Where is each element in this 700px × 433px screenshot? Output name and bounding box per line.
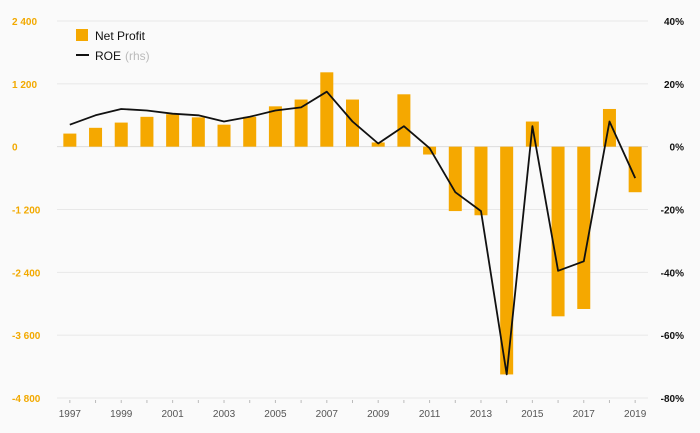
bar-net-profit-2008 [346,99,359,147]
x-tick-label: 2007 [316,409,339,420]
x-tick-label: 2001 [162,409,185,420]
bar-net-profit-2007 [320,72,334,147]
grid-lines [57,20,648,399]
y-left-tick-label: 0 [12,143,18,154]
y-right-tick-label: -80% [661,394,684,405]
bar-net-profit-2018 [602,108,616,147]
bar-net-profit-2013 [474,146,488,216]
x-tick-label: 2015 [521,409,544,420]
bar-net-profit-2016 [551,146,565,317]
y-right-tick-label: 40% [664,17,684,28]
bar-net-profit-2006 [294,99,308,147]
x-tick-label: 2017 [573,409,596,420]
x-tick-label: 2013 [470,409,493,420]
bar-net-profit-2017 [577,146,591,309]
legend-label-roe: ROE (rhs) [95,49,150,63]
y-left-tick-label: -1 200 [12,206,41,217]
bar-net-profit-2003 [217,124,231,147]
y-right-tick-label: -40% [661,268,684,279]
x-tick-label: 2011 [419,409,441,420]
y-right-tick-label: 20% [664,80,684,91]
y-left-tick-label: -4 800 [12,394,41,405]
line-roe [69,90,637,376]
y-right-tick-label: 0% [670,143,685,154]
bar-net-profit-2010 [397,94,411,147]
bar-net-profit-2011 [423,146,437,155]
bar-series [63,72,642,375]
bar-net-profit-1997 [63,133,77,147]
legend-label-roe-suffix: (rhs) [125,49,150,63]
bar-net-profit-2012 [448,146,462,212]
x-tick-label: 2005 [264,409,287,420]
y-left-tick-label: -3 600 [12,331,41,342]
y-right-tick-label: -60% [661,331,684,342]
bar-net-profit-2019 [628,146,642,193]
x-tick-label: 1997 [59,409,82,420]
bar-net-profit-2000 [140,116,154,147]
bar-net-profit-2014 [500,146,514,375]
x-tick-label: 2009 [367,409,390,420]
x-tick-label: 2019 [624,409,647,420]
legend: Net Profit ROE (rhs) [76,29,150,63]
y-left-tick-label: 2 400 [12,17,37,28]
x-tick-label: 1999 [110,409,133,420]
legend-label-roe-name: ROE [95,49,121,63]
y-left-tick-label: 1 200 [12,80,37,91]
bar-net-profit-2005 [268,106,282,147]
line-series [69,90,637,376]
bar-net-profit-2002 [191,117,205,147]
bar-net-profit-2001 [166,114,180,147]
y-right-tick-label: -20% [661,206,684,217]
y-left-tick-label: -2 400 [12,268,41,279]
legend-label-net-profit: Net Profit [95,29,146,43]
bar-net-profit-1999 [114,122,128,147]
bar-net-profit-1998 [89,127,103,147]
bar-net-profit-2009 [371,142,385,147]
x-tick-label: 2003 [213,409,236,420]
bar-net-profit-2004 [243,116,257,147]
axis-ticks: 2 400 1 200 0 -1 200 -2 400 -3 600 -4 800 40% 20… [12,17,684,420]
legend-swatch-net-profit [76,29,88,41]
